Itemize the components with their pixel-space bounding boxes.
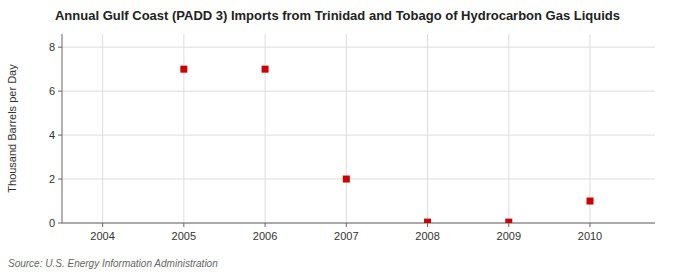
y-axis-label: Thousand Barrels per Day [6,64,18,193]
x-grid-line [427,34,428,223]
x-axis-line [62,223,655,224]
title: Annual Gulf Coast (PADD 3) Imports from … [55,8,620,23]
source-annotation: Source: U.S. Energy Information Administ… [8,258,218,269]
chart-container: 2004 2005 2006 2007 2008 2009 2010 0 2 4 6 8 Annual … [0,0,675,275]
x-tick [508,223,509,227]
point [587,198,594,205]
x-tick [346,223,347,227]
x-tick-label: 2007 [334,230,358,242]
grid [62,34,655,223]
y-tick [58,47,62,48]
x-tick-label: 2009 [497,230,521,242]
x-tick [265,223,266,227]
y-tick-label: 6 [49,85,55,97]
x-tick [183,223,184,227]
tick-labels: 2004 2005 2006 2007 2008 2009 2010 0 2 4 6 8 [49,41,602,242]
x-tick [590,223,591,227]
x-tick-label: 2006 [253,230,277,242]
y-tick [58,135,62,136]
x-grid-line [508,34,509,223]
point [505,219,512,223]
y-tick [58,91,62,92]
y-tick-label: 8 [49,41,55,53]
point [180,66,187,73]
y-grid-line [62,179,655,180]
points [180,66,593,223]
x-tick [102,223,103,227]
y-axis-line [62,34,63,223]
x-grid-line [346,34,347,223]
x-tick-label: 2005 [172,230,196,242]
x-grid-line [183,34,184,223]
x-grid-line [590,34,591,223]
x-tick-label: 2004 [90,230,114,242]
x-tick [427,223,428,227]
y-grid-line [62,223,655,224]
y-grid-line [62,91,655,92]
point [424,219,431,223]
y-tick [58,223,62,224]
y-tick-label: 4 [49,129,55,141]
x-grid-line [265,34,266,223]
x-tick-label: 2008 [415,230,439,242]
y-grid-line [62,47,655,48]
x-grid-line [102,34,103,223]
y-tick-label: 2 [49,173,55,185]
point [343,176,350,183]
y-tick-label: 0 [49,217,55,229]
x-tick-label: 2010 [578,230,602,242]
y-tick [58,179,62,180]
chart: 2004 2005 2006 2007 2008 2009 2010 0 2 4 6 8 Annual … [0,0,675,275]
point [262,66,269,73]
y-grid-line [62,135,655,136]
